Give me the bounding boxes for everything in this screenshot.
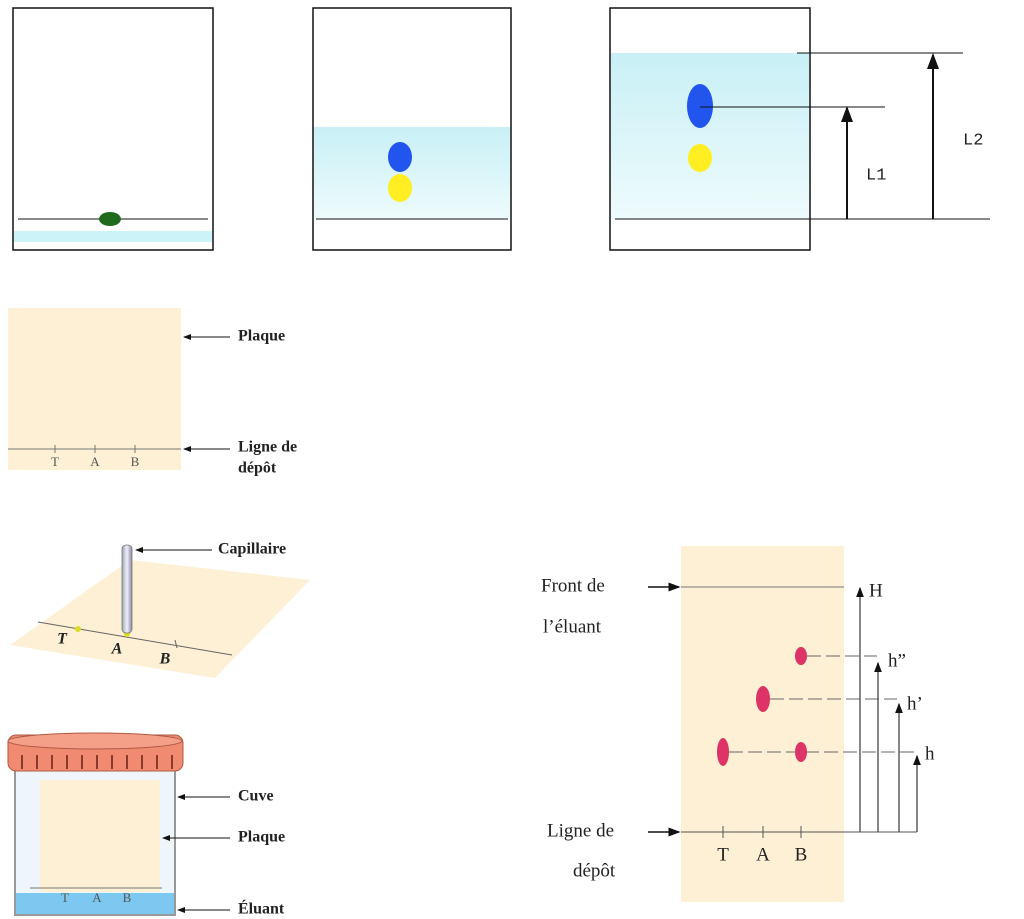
line-label: dépôt (573, 860, 616, 881)
spot-label: A (90, 454, 100, 469)
spot-label: T (61, 890, 69, 905)
spot-label: B (795, 844, 808, 865)
spot-label: T (51, 454, 59, 469)
spot-label: A (756, 844, 770, 865)
spot-label: A (92, 890, 102, 905)
l2-label: L2 (963, 131, 983, 150)
line-label: Ligne de (547, 820, 614, 841)
spot-label: B (159, 651, 171, 668)
spot-label: A (111, 641, 123, 658)
line-label: Ligne de (238, 439, 297, 456)
capillary-label: Capillaire (218, 541, 286, 558)
front-label: l’éluant (543, 616, 602, 637)
tank-label: Plaque (238, 829, 285, 846)
beaker-2 (312, 7, 512, 251)
beaker-1 (12, 7, 214, 251)
spot-label: T (717, 844, 729, 865)
spotting: Capillaire T A B (10, 541, 310, 678)
height-label: H (869, 580, 883, 601)
tank-label: Éluant (238, 899, 285, 918)
height-label: h’ (907, 693, 923, 714)
spot-label: B (131, 454, 140, 469)
line-label: dépôt (238, 460, 277, 477)
front-label: Front de (541, 575, 605, 596)
height-label: h” (888, 650, 906, 671)
plate: T A B Plaque Ligne de dépôt (8, 308, 297, 477)
tank-label: Cuve (238, 788, 274, 805)
l1-label: L1 (866, 166, 886, 185)
spot-label: B (123, 890, 132, 905)
height-label: h (925, 743, 935, 764)
chromatogram: T A B H h” h’ h Front de l’éluant Ligne … (541, 546, 935, 902)
spot-label: T (57, 631, 68, 648)
plate-label: Plaque (238, 328, 285, 345)
tank: T A B Cuve Plaque Éluant (7, 732, 285, 918)
beaker-3: L1 L2 (609, 7, 990, 251)
